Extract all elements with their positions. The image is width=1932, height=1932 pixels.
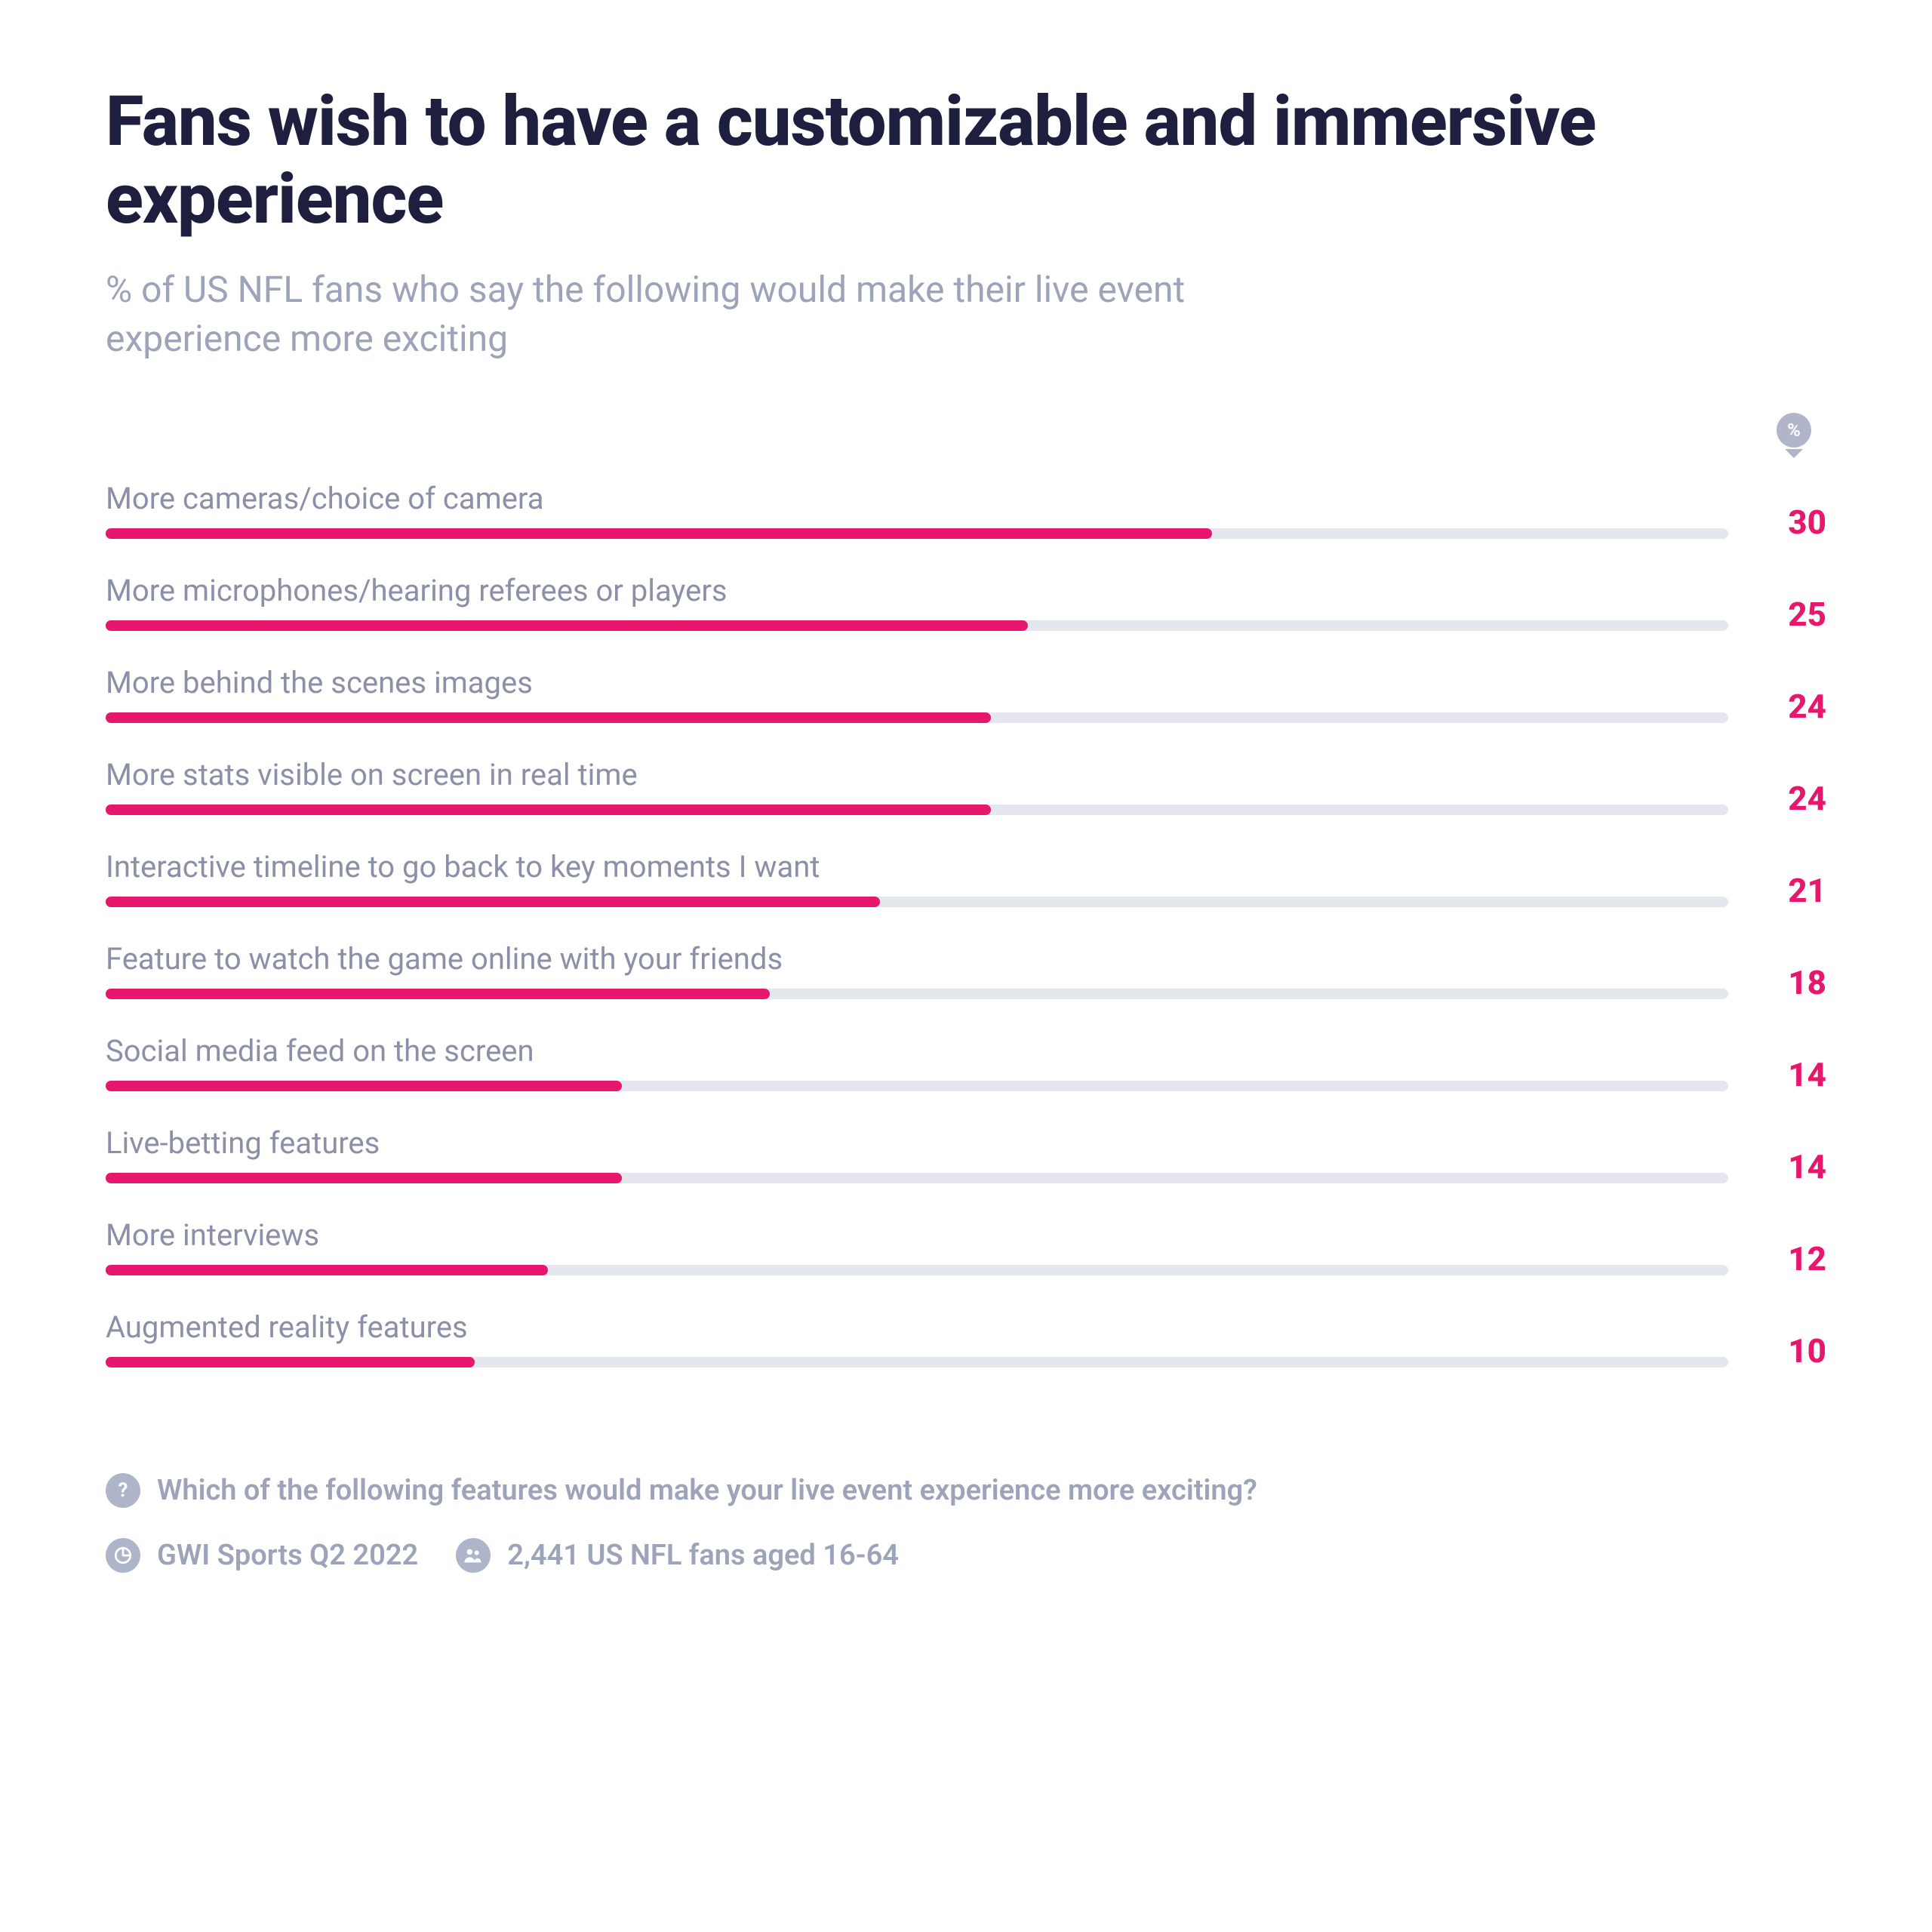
bar-label: More cameras/choice of camera bbox=[106, 481, 1728, 516]
bar-label: Social media feed on the screen bbox=[106, 1033, 1728, 1069]
footer-sample-group: 2,441 US NFL fans aged 16-64 bbox=[456, 1538, 899, 1573]
bar-fill bbox=[106, 1265, 548, 1275]
question-icon: ? bbox=[106, 1473, 140, 1508]
bar-value: 14 bbox=[1758, 1058, 1826, 1091]
bar-row: Augmented reality features 10 bbox=[106, 1309, 1826, 1367]
source-icon bbox=[106, 1538, 140, 1573]
bar-label: More stats visible on screen in real tim… bbox=[106, 757, 1728, 792]
bar-label: Interactive timeline to go back to key m… bbox=[106, 849, 1728, 884]
footer-source-group: GWI Sports Q2 2022 bbox=[106, 1538, 418, 1573]
chart-area: % More cameras/choice of camera30More mi… bbox=[106, 481, 1826, 1367]
bar-row: More cameras/choice of camera 30 bbox=[106, 481, 1826, 539]
bar-row-left: Interactive timeline to go back to key m… bbox=[106, 849, 1728, 907]
footer-question: Which of the following features would ma… bbox=[157, 1474, 1257, 1507]
bar-track bbox=[106, 1357, 1728, 1367]
bar-fill bbox=[106, 897, 880, 907]
bar-value: 25 bbox=[1758, 598, 1826, 631]
bar-value: 24 bbox=[1758, 782, 1826, 815]
chart-footer: ? Which of the following features would … bbox=[106, 1473, 1826, 1573]
bar-track bbox=[106, 1173, 1728, 1183]
bar-track bbox=[106, 528, 1728, 539]
bar-label: More behind the scenes images bbox=[106, 665, 1728, 700]
bar-value: 30 bbox=[1758, 506, 1826, 539]
bar-label: Augmented reality features bbox=[106, 1309, 1728, 1345]
footer-source-line: GWI Sports Q2 2022 2,441 US NFL fans age… bbox=[106, 1538, 1826, 1573]
bar-row: Interactive timeline to go back to key m… bbox=[106, 849, 1826, 907]
bar-rows: More cameras/choice of camera 30 More micr… bbox=[106, 481, 1826, 1367]
footer-sample: 2,441 US NFL fans aged 16-64 bbox=[507, 1539, 899, 1572]
bar-label: Feature to watch the game online with yo… bbox=[106, 941, 1728, 977]
bar-row-left: More interviews bbox=[106, 1217, 1728, 1275]
bar-value: 24 bbox=[1758, 690, 1826, 723]
bar-fill bbox=[106, 989, 770, 999]
bar-fill bbox=[106, 1173, 622, 1183]
bar-fill bbox=[106, 804, 991, 815]
bar-fill bbox=[106, 620, 1028, 631]
bar-row-left: More stats visible on screen in real tim… bbox=[106, 757, 1728, 815]
bar-fill bbox=[106, 1357, 475, 1367]
percent-badge-circle: % bbox=[1777, 413, 1811, 448]
bar-row: Feature to watch the game online with yo… bbox=[106, 941, 1826, 999]
people-icon bbox=[456, 1538, 491, 1573]
bar-fill bbox=[106, 528, 1212, 539]
bar-row: More stats visible on screen in real tim… bbox=[106, 757, 1826, 815]
bar-row: More interviews 12 bbox=[106, 1217, 1826, 1275]
bar-row: Live-betting features 14 bbox=[106, 1125, 1826, 1183]
percent-badge-caret bbox=[1785, 449, 1803, 458]
bar-row-left: More behind the scenes images bbox=[106, 665, 1728, 723]
footer-source: GWI Sports Q2 2022 bbox=[157, 1539, 418, 1572]
bar-value: 21 bbox=[1758, 874, 1826, 907]
bar-value: 18 bbox=[1758, 966, 1826, 999]
bar-track bbox=[106, 804, 1728, 815]
bar-row: More microphones/hearing referees or pla… bbox=[106, 573, 1826, 631]
bar-value: 10 bbox=[1758, 1334, 1826, 1367]
bar-row-left: Live-betting features bbox=[106, 1125, 1728, 1183]
chart-subtitle: % of US NFL fans who say the following w… bbox=[106, 266, 1238, 364]
bar-track bbox=[106, 897, 1728, 907]
bar-row-left: Feature to watch the game online with yo… bbox=[106, 941, 1728, 999]
percent-badge: % bbox=[1777, 413, 1811, 458]
bar-value: 14 bbox=[1758, 1150, 1826, 1183]
footer-question-line: ? Which of the following features would … bbox=[106, 1473, 1826, 1508]
bar-row: Social media feed on the screen 14 bbox=[106, 1033, 1826, 1091]
bar-label: More interviews bbox=[106, 1217, 1728, 1253]
bar-track bbox=[106, 989, 1728, 999]
chart-title: Fans wish to have a customizable and imm… bbox=[106, 83, 1826, 238]
bar-track bbox=[106, 1081, 1728, 1091]
bar-label: Live-betting features bbox=[106, 1125, 1728, 1161]
bar-fill bbox=[106, 1081, 622, 1091]
bar-track bbox=[106, 712, 1728, 723]
bar-track bbox=[106, 620, 1728, 631]
bar-row-left: Augmented reality features bbox=[106, 1309, 1728, 1367]
bar-track bbox=[106, 1265, 1728, 1275]
bar-row-left: More microphones/hearing referees or pla… bbox=[106, 573, 1728, 631]
bar-fill bbox=[106, 712, 991, 723]
bar-label: More microphones/hearing referees or pla… bbox=[106, 573, 1728, 608]
bar-row: More behind the scenes images 24 bbox=[106, 665, 1826, 723]
bar-row-left: More cameras/choice of camera bbox=[106, 481, 1728, 539]
bar-value: 12 bbox=[1758, 1242, 1826, 1275]
bar-row-left: Social media feed on the screen bbox=[106, 1033, 1728, 1091]
